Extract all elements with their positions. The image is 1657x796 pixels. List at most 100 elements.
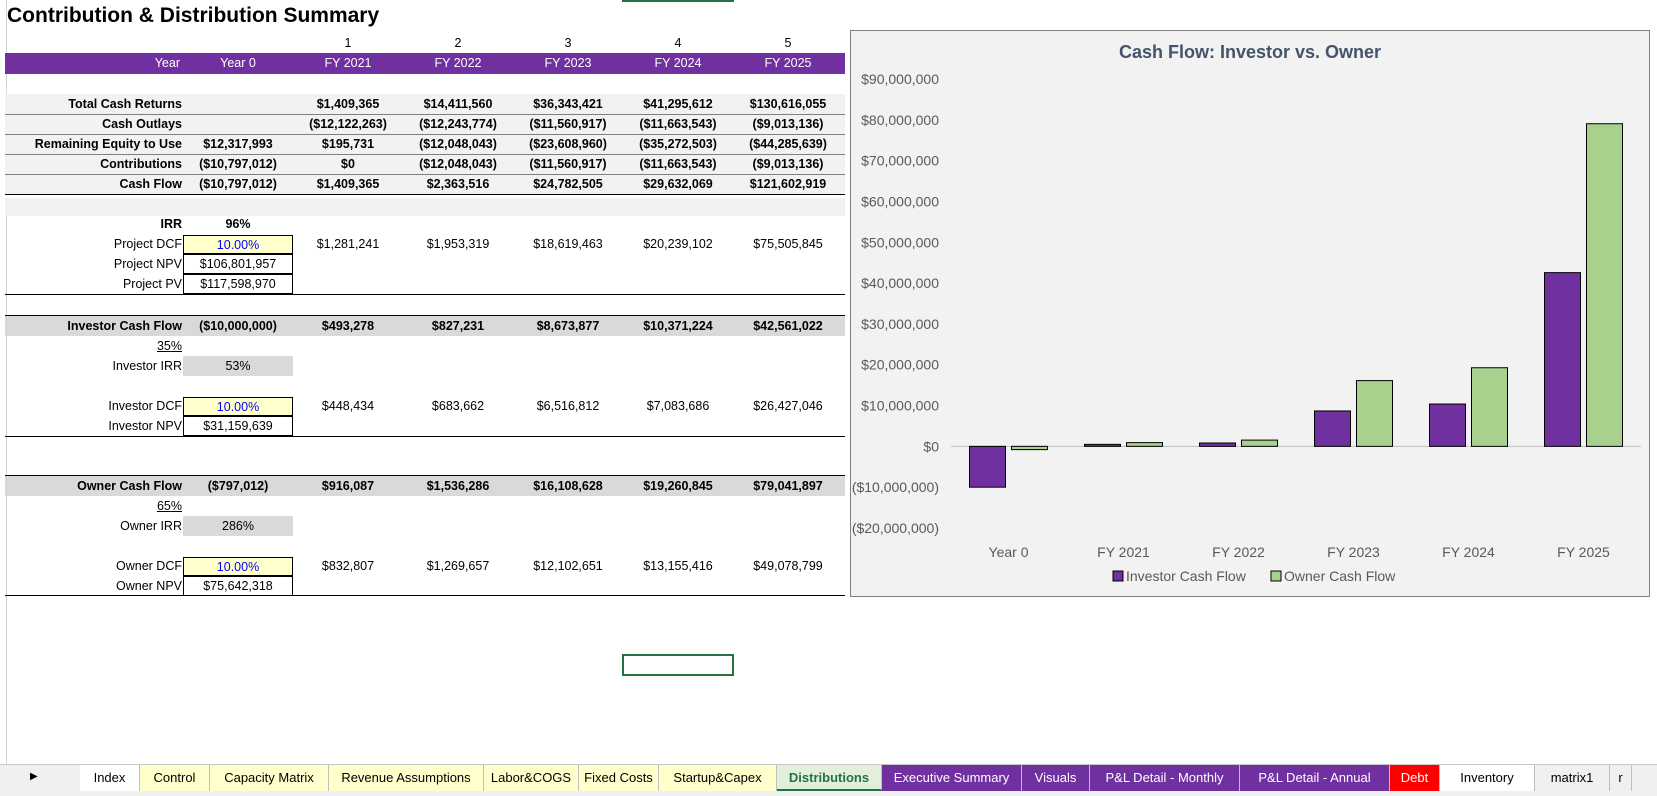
value-cell: $19,260,845 — [643, 479, 713, 493]
sheet-tab-index[interactable]: Index — [80, 765, 140, 791]
value-cell: $14,411,560 — [423, 97, 493, 111]
value-cell — [183, 94, 293, 114]
value-cell: $1,409,365 — [316, 97, 380, 111]
value-cell: ($12,048,043) — [419, 137, 497, 151]
chart-title: Cash Flow: Investor vs. Owner — [1119, 42, 1381, 62]
summary-band — [5, 94, 845, 194]
value-cell: ($10,797,012) — [199, 157, 277, 171]
value-cell: ($9,013,136) — [752, 157, 824, 171]
row-label: Investor NPV — [108, 419, 182, 433]
value-cell: ($12,243,774) — [419, 117, 497, 131]
year-header: FY 2023 — [544, 56, 592, 70]
y-tick-label: $70,000,000 — [861, 153, 939, 169]
x-tick-label: FY 2021 — [1097, 544, 1150, 560]
sheet-tab-debt[interactable]: Debt — [1390, 765, 1440, 791]
bar-investor[interactable] — [1084, 443, 1121, 447]
row-label: Cash Flow — [119, 177, 182, 191]
value-cell: ($10,797,012) — [199, 177, 277, 191]
bar-owner[interactable] — [1126, 442, 1163, 447]
project-dcf-input[interactable]: 10.00% — [183, 235, 293, 254]
value-cell: $1,269,657 — [426, 559, 490, 573]
sheet-tab-r[interactable]: r — [1610, 765, 1632, 791]
row-label: Cash Outlays — [102, 117, 182, 131]
value-cell: $448,434 — [321, 399, 375, 413]
x-tick-label: FY 2023 — [1327, 544, 1380, 560]
owner-dcf-input[interactable]: 10.00% — [183, 557, 293, 576]
value-cell: $195,731 — [321, 137, 375, 151]
value-cell: $8,673,877 — [536, 319, 600, 333]
sheet-tab-fixed-costs[interactable]: Fixed Costs — [579, 765, 659, 791]
bar-owner[interactable] — [1011, 445, 1048, 451]
sheet-tab-visuals[interactable]: Visuals — [1022, 765, 1090, 791]
value-cell: $29,632,069 — [643, 177, 713, 191]
bar-investor[interactable] — [1314, 410, 1351, 447]
divider — [5, 595, 845, 596]
sheet-tab-p-l-detail-monthly[interactable]: P&L Detail - Monthly — [1090, 765, 1240, 791]
bar-investor[interactable] — [1199, 442, 1236, 447]
y-tick-label: $80,000,000 — [861, 112, 939, 128]
row-label: Project DCF — [113, 237, 182, 251]
value-cell: $18,619,463 — [533, 237, 603, 251]
cash-flow-chart[interactable]: Cash Flow: Investor vs. Owner ($20,000,00… — [850, 30, 1650, 597]
year-header: FY 2024 — [654, 56, 702, 70]
bar-owner[interactable] — [1471, 367, 1508, 447]
y-tick-label: $10,000,000 — [861, 398, 939, 414]
value-cell: $41,295,612 — [643, 97, 713, 111]
row-label: Project NPV — [113, 257, 182, 271]
project-pv-value: $117,598,970 — [183, 274, 293, 294]
bar-investor[interactable] — [969, 445, 1006, 488]
sheet-tab-distributions[interactable]: Distributions — [777, 765, 882, 791]
row-label: Investor DCF — [108, 399, 182, 413]
legend-swatch — [1112, 570, 1124, 582]
row-label: Investor IRR — [112, 359, 182, 373]
bar-investor[interactable] — [1429, 403, 1466, 447]
value-cell: $1,281,241 — [316, 237, 380, 251]
sheet-tab-revenue-assumptions[interactable]: Revenue Assumptions — [329, 765, 484, 791]
active-column-indicator — [622, 0, 734, 2]
value-cell: $1,409,365 — [316, 177, 380, 191]
year-header-label: Year — [154, 56, 180, 70]
row-label: Owner IRR — [120, 519, 182, 533]
owner-share: 65% — [156, 499, 182, 513]
spacer-band — [5, 198, 845, 216]
row-label: IRR — [160, 217, 182, 231]
value-cell: $7,083,686 — [646, 399, 710, 413]
sheet-tab-labor-cogs[interactable]: Labor&COGS — [484, 765, 579, 791]
value-cell: ($11,663,543) — [639, 117, 717, 131]
sheet-tab-p-l-detail-annual[interactable]: P&L Detail - Annual — [1240, 765, 1390, 791]
value-cell: ($9,013,136) — [752, 117, 824, 131]
row-border — [5, 114, 845, 115]
value-cell: ($44,285,639) — [749, 137, 827, 151]
investor-share: 35% — [156, 339, 182, 353]
bar-owner[interactable] — [1586, 123, 1623, 447]
legend-swatch — [1270, 570, 1282, 582]
row-border — [5, 174, 845, 175]
bar-investor[interactable] — [1544, 272, 1581, 447]
sheet-tab-inventory[interactable]: Inventory — [1440, 765, 1535, 791]
year-number: 5 — [784, 36, 792, 50]
year-number: 1 — [344, 36, 352, 50]
selected-cell[interactable] — [622, 654, 734, 676]
sheet-tab-matrix1[interactable]: matrix1 — [1535, 765, 1610, 791]
owner-band — [5, 476, 845, 496]
value-cell: $493,278 — [321, 319, 375, 333]
bar-owner[interactable] — [1241, 439, 1278, 447]
row-border — [5, 154, 845, 155]
sheet-tab-capacity-matrix[interactable]: Capacity Matrix — [210, 765, 329, 791]
legend-label: Investor Cash Flow — [1126, 568, 1247, 584]
tab-scroll-right-icon[interactable]: ▶ — [30, 771, 38, 782]
investor-band — [5, 316, 845, 336]
chart-svg: Cash Flow: Investor vs. Owner ($20,000,00… — [852, 42, 1641, 584]
irr-value: 96% — [225, 217, 251, 231]
sheet-tab-executive-summary[interactable]: Executive Summary — [882, 765, 1022, 791]
value-cell: $24,782,505 — [533, 177, 603, 191]
year-header-bar — [5, 53, 845, 74]
investor-dcf-input[interactable]: 10.00% — [183, 397, 293, 416]
bar-owner[interactable] — [1356, 380, 1393, 447]
value-cell: $1,536,286 — [426, 479, 490, 493]
value-cell: ($23,608,960) — [529, 137, 607, 151]
sheet-tab-startup-capex[interactable]: Startup&Capex — [659, 765, 777, 791]
legend-label: Owner Cash Flow — [1284, 568, 1396, 584]
row-border — [5, 134, 845, 135]
sheet-tab-control[interactable]: Control — [140, 765, 210, 791]
